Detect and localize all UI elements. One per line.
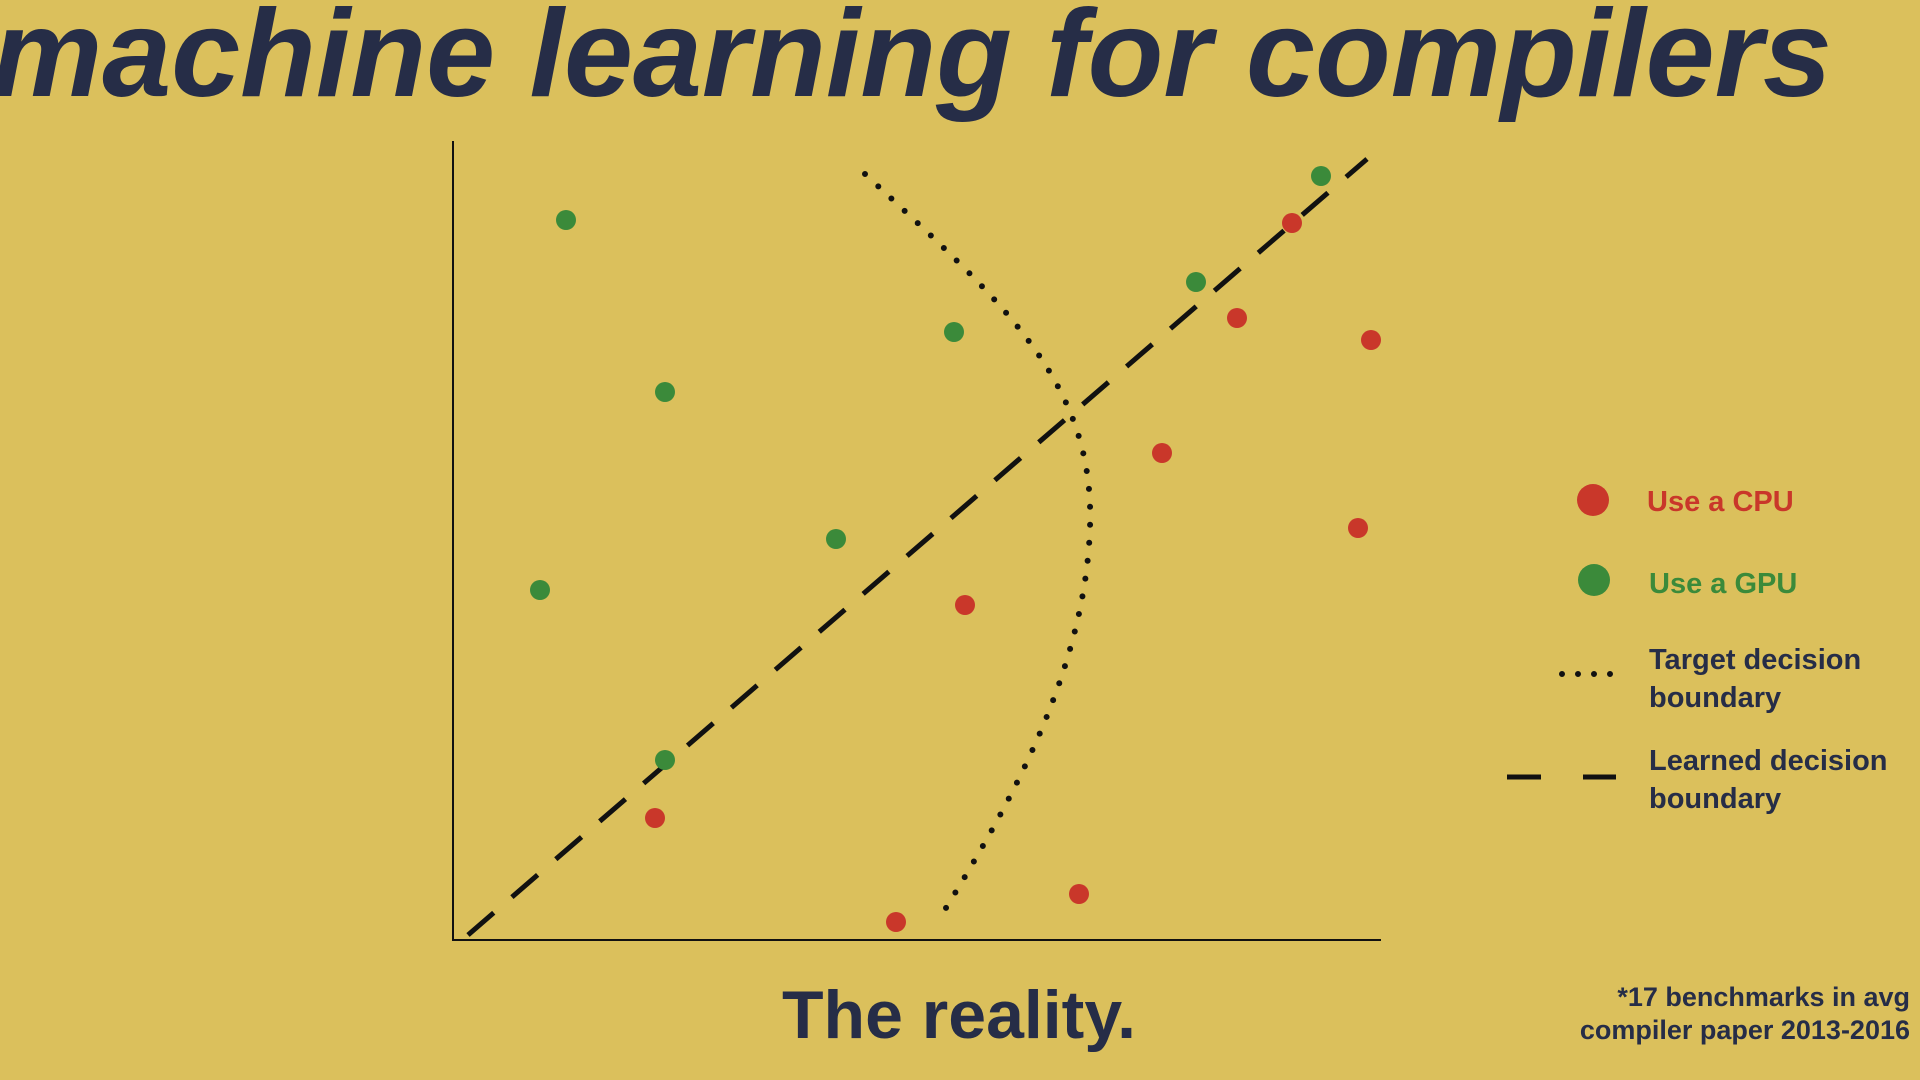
gpu-point	[944, 322, 964, 342]
target-boundary	[862, 171, 1094, 924]
legend-label: Use a CPU	[1647, 486, 1794, 518]
legend-swatch	[1577, 484, 1609, 516]
gpu-point	[556, 210, 576, 230]
footnote: compiler paper 2013-2016	[1580, 1015, 1910, 1045]
footnote: *17 benchmarks in avg	[1617, 982, 1910, 1012]
gpu-point	[1186, 272, 1206, 292]
cpu-point	[1152, 443, 1172, 463]
cpu-point	[1069, 884, 1089, 904]
legend: Use a CPU Use a GPU Target decision boun…	[1507, 484, 1888, 815]
cpu-point	[1227, 308, 1247, 328]
cpu-point	[1361, 330, 1381, 350]
gpu-points	[530, 166, 1331, 770]
gpu-point	[655, 750, 675, 770]
cpu-point	[886, 912, 906, 932]
legend-label: Use a GPU	[1649, 568, 1797, 600]
legend-label: boundary	[1649, 682, 1781, 714]
legend-swatch	[1578, 564, 1610, 596]
learned-boundary	[466, 157, 1369, 937]
cpu-point	[1282, 213, 1302, 233]
cpu-points	[645, 213, 1381, 932]
gpu-point	[530, 580, 550, 600]
cpu-point	[1348, 518, 1368, 538]
legend-label: Target decision	[1649, 644, 1861, 676]
legend-label: boundary	[1649, 783, 1781, 815]
cpu-point	[955, 595, 975, 615]
caption: The reality.	[782, 977, 1136, 1053]
gpu-point	[655, 382, 675, 402]
gpu-point	[1311, 166, 1331, 186]
title: machine learning for compilers	[0, 0, 1832, 123]
gpu-point	[826, 529, 846, 549]
legend-label: Learned decision	[1649, 745, 1888, 777]
cpu-point	[645, 808, 665, 828]
